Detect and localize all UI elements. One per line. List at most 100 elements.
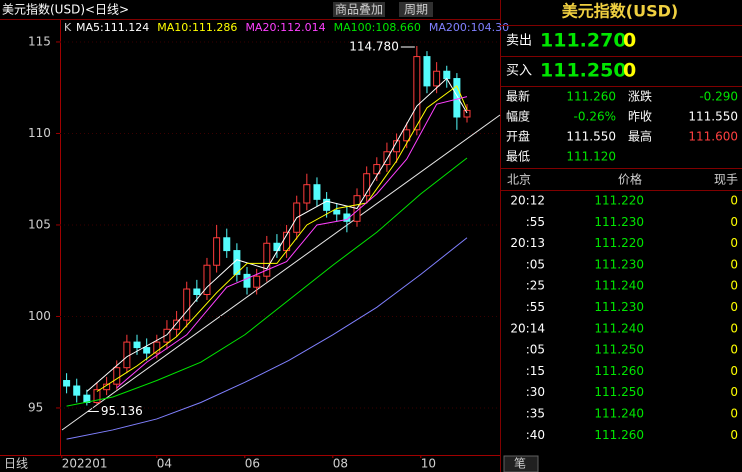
trade-time: :30 — [526, 385, 545, 399]
trade-time: :05 — [526, 257, 545, 271]
candle-body — [153, 341, 161, 354]
candle-body — [203, 264, 211, 296]
trade-size: 0 — [730, 364, 738, 378]
legend-entry: MA100:108.660 — [334, 21, 421, 34]
trade-time: 20:12 — [510, 194, 545, 208]
candle-body — [243, 273, 251, 288]
candle-body — [63, 380, 71, 387]
candle-body — [403, 129, 411, 142]
trade-time: 20:14 — [510, 321, 545, 335]
period-label: 日线 — [4, 457, 28, 471]
candle-body — [323, 198, 331, 211]
quote-size: 0 — [623, 30, 636, 52]
candle-body — [213, 237, 221, 266]
stat-label: 幅度 — [506, 109, 530, 124]
legend-prefix: K — [64, 21, 72, 34]
y-tick-label: 110 — [28, 126, 51, 140]
period-button[interactable]: 周期 — [404, 3, 428, 17]
candle-body — [133, 341, 141, 349]
trade-time: :55 — [526, 215, 545, 229]
ma-line — [86, 77, 468, 392]
legend-entry: MA5:111.124 — [76, 21, 149, 34]
candle-body — [93, 389, 101, 403]
trades-header: 价格 — [618, 172, 642, 187]
tab[interactable]: 笔 — [514, 456, 526, 471]
y-tick-label: 115 — [28, 34, 51, 48]
trade-time: 20:13 — [510, 236, 545, 250]
trade-price: 111.260 — [594, 364, 644, 378]
trade-size: 0 — [730, 279, 738, 293]
trade-price: 111.250 — [594, 385, 644, 399]
quote-price: 111.270 — [540, 30, 627, 52]
candle-body — [373, 164, 381, 175]
trade-price: 111.220 — [594, 194, 644, 208]
legend-entry: MA200:104.30 — [429, 21, 509, 34]
trade-price: 111.250 — [594, 343, 644, 357]
trade-size: 0 — [730, 343, 738, 357]
low-annotation: 95.136 — [101, 404, 143, 418]
trend-line — [61, 114, 501, 431]
stat-value: 111.260 — [566, 90, 616, 104]
x-tick-label: 202201 — [62, 457, 108, 471]
trade-price: 111.220 — [594, 236, 644, 250]
candle-body — [173, 319, 181, 330]
high-annotation: 114.780 — [349, 39, 399, 53]
stat-label: 最低 — [506, 150, 530, 164]
candle-body — [113, 367, 121, 385]
button-bg[interactable] — [399, 2, 433, 17]
trade-size: 0 — [730, 428, 738, 442]
trade-size: 0 — [730, 194, 738, 208]
x-tick-label: 10 — [421, 457, 436, 471]
candle-body — [443, 70, 451, 80]
candle-body — [183, 288, 191, 321]
window-title: 美元指数(USD)<日线> — [2, 2, 129, 17]
candle-body — [253, 275, 261, 288]
candle-body — [193, 288, 201, 296]
candle-body — [463, 109, 471, 118]
trade-price: 111.240 — [594, 321, 644, 335]
plot: 95 100 105 110 115 202201 04 06 08 10 MA5:111.124 M… — [28, 21, 509, 471]
x-tick-label: 04 — [157, 457, 172, 471]
stat-label: 开盘 — [506, 129, 530, 144]
trade-time: :55 — [526, 300, 545, 314]
candle-body — [453, 78, 461, 118]
candle-body — [423, 56, 431, 87]
x-tick-label: 08 — [333, 457, 348, 471]
trades-header: 北京 — [507, 173, 531, 187]
ma-line — [66, 157, 468, 407]
candle-body — [163, 328, 171, 343]
candle-body — [413, 56, 421, 131]
trade-price: 111.240 — [594, 407, 644, 421]
trade-price: 111.230 — [594, 300, 644, 314]
candle-body — [343, 213, 351, 222]
candle-body — [333, 209, 341, 215]
stat-value: 111.550 — [566, 130, 616, 144]
trade-price: 111.230 — [594, 257, 644, 271]
trade-size: 0 — [730, 321, 738, 335]
candle-body — [263, 242, 271, 277]
stat-value: -0.26% — [574, 110, 616, 124]
panel-title: 美元指数(USD) — [562, 2, 678, 21]
x-tick-label: 06 — [245, 457, 260, 471]
stat-value: 111.120 — [566, 150, 616, 164]
trade-time: :40 — [526, 428, 545, 442]
trade-size: 0 — [730, 257, 738, 271]
stat-label: 涨跌 — [628, 89, 652, 104]
stat-label: 最新 — [506, 89, 530, 104]
trade-size: 0 — [730, 385, 738, 399]
candle-body — [303, 184, 311, 204]
ma-line — [66, 237, 468, 440]
trade-price: 111.260 — [594, 428, 644, 442]
candle-body — [123, 341, 131, 369]
candle-body — [433, 70, 441, 87]
candle-body — [143, 347, 151, 354]
overlay-button[interactable]: 商品叠加 — [335, 2, 383, 17]
candle-body — [273, 242, 281, 252]
tab-bg[interactable] — [503, 455, 539, 472]
trade-size: 0 — [730, 236, 738, 250]
button-bg[interactable] — [333, 2, 385, 17]
trade-price: 111.230 — [594, 215, 644, 229]
